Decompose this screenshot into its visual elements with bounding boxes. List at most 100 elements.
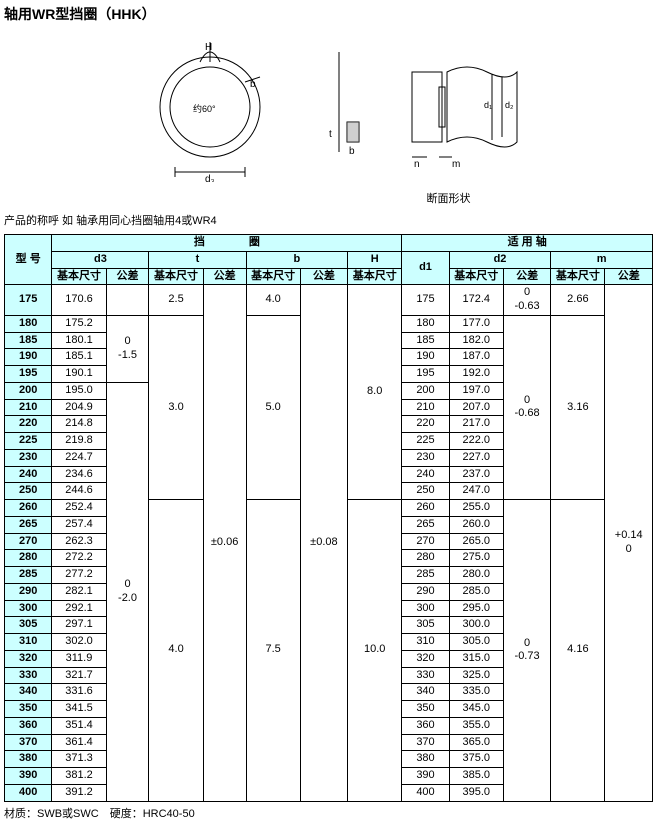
cell: 177.0 bbox=[449, 315, 503, 332]
cell: 305 bbox=[402, 617, 449, 634]
svg-text:t: t bbox=[329, 129, 332, 140]
hdr-d2: d2 bbox=[449, 251, 551, 268]
cell: 2.66 bbox=[551, 285, 605, 316]
cell: 365.0 bbox=[449, 734, 503, 751]
cell: 265 bbox=[5, 516, 52, 533]
cell: 351.4 bbox=[52, 717, 106, 734]
cell: 4.0 bbox=[246, 285, 300, 316]
cell: 355.0 bbox=[449, 717, 503, 734]
cell: 180 bbox=[402, 315, 449, 332]
cell: 0 -0.73 bbox=[503, 500, 550, 802]
cell: 182.0 bbox=[449, 332, 503, 349]
cell: 195.0 bbox=[52, 382, 106, 399]
cell: 250 bbox=[5, 483, 52, 500]
cell: 210 bbox=[5, 399, 52, 416]
footer-note: 材质：SWB或SWC 硬度：HRC40-50 bbox=[4, 805, 653, 821]
svg-text:m: m bbox=[452, 159, 460, 170]
svg-text:d₃: d₃ bbox=[205, 174, 215, 182]
svg-text:n: n bbox=[414, 159, 420, 170]
hdr-H: H bbox=[348, 251, 402, 268]
cell: 371.3 bbox=[52, 751, 106, 768]
cell: 175 bbox=[5, 285, 52, 316]
hdr-basic: 基本尺寸 bbox=[551, 268, 605, 285]
svg-text:b: b bbox=[349, 146, 355, 157]
naming-caption: 产品的称呼 如 轴承用同心挡圈轴用4或WR4 bbox=[4, 212, 653, 228]
cell: 395.0 bbox=[449, 784, 503, 801]
cell: 230 bbox=[402, 449, 449, 466]
cell: 320 bbox=[402, 650, 449, 667]
cell: 300.0 bbox=[449, 617, 503, 634]
cell: 277.2 bbox=[52, 567, 106, 584]
cell: 390 bbox=[5, 768, 52, 785]
hdr-tol: 公差 bbox=[605, 268, 653, 285]
cell: 0 -0.68 bbox=[503, 315, 550, 499]
cell: 172.4 bbox=[449, 285, 503, 316]
cell: 350 bbox=[5, 701, 52, 718]
hdr-tol: 公差 bbox=[203, 268, 246, 285]
cell: 290 bbox=[5, 583, 52, 600]
cell: 270 bbox=[402, 533, 449, 550]
cell: 220 bbox=[5, 416, 52, 433]
cell: 3.16 bbox=[551, 315, 605, 499]
cell: 260.0 bbox=[449, 516, 503, 533]
cell: 190 bbox=[5, 349, 52, 366]
cell: 280 bbox=[5, 550, 52, 567]
cell: 180.1 bbox=[52, 332, 106, 349]
svg-text:d₂: d₂ bbox=[505, 100, 514, 110]
cell: 204.9 bbox=[52, 399, 106, 416]
cell: 175.2 bbox=[52, 315, 106, 332]
hdr-t: t bbox=[149, 251, 246, 268]
cell: 225 bbox=[402, 433, 449, 450]
cell: 310 bbox=[5, 634, 52, 651]
cell: 225 bbox=[5, 433, 52, 450]
hdr-tol: 公差 bbox=[503, 268, 550, 285]
cell: 260 bbox=[5, 500, 52, 517]
cell: 260 bbox=[402, 500, 449, 517]
hdr-b: b bbox=[246, 251, 348, 268]
cell: +0.14 0 bbox=[605, 285, 653, 801]
cell: 280.0 bbox=[449, 567, 503, 584]
cell: 195 bbox=[402, 366, 449, 383]
cell: 217.0 bbox=[449, 416, 503, 433]
cell: 350 bbox=[402, 701, 449, 718]
ring-diagram: H b 约60° d₃ bbox=[135, 32, 285, 182]
cell: 360 bbox=[402, 717, 449, 734]
hdr-basic: 基本尺寸 bbox=[449, 268, 503, 285]
cell: 195 bbox=[5, 366, 52, 383]
cell: 4.16 bbox=[551, 500, 605, 802]
cell: ±0.08 bbox=[300, 285, 347, 801]
cell: 295.0 bbox=[449, 600, 503, 617]
cell: 252.4 bbox=[52, 500, 106, 517]
cell: 340 bbox=[402, 684, 449, 701]
cell: 305.0 bbox=[449, 634, 503, 651]
cell: 380 bbox=[5, 751, 52, 768]
cell: 5.0 bbox=[246, 315, 300, 499]
cell: 272.2 bbox=[52, 550, 106, 567]
hdr-tol: 公差 bbox=[106, 268, 149, 285]
cell: 280 bbox=[402, 550, 449, 567]
cell: 375.0 bbox=[449, 751, 503, 768]
cell: 400 bbox=[402, 784, 449, 801]
cell: 240 bbox=[5, 466, 52, 483]
cell: 192.0 bbox=[449, 366, 503, 383]
cell: 297.1 bbox=[52, 617, 106, 634]
cell: 341.5 bbox=[52, 701, 106, 718]
cell: 2.5 bbox=[149, 285, 203, 316]
cell: 234.6 bbox=[52, 466, 106, 483]
cell: 237.0 bbox=[449, 466, 503, 483]
cell: 262.3 bbox=[52, 533, 106, 550]
page-title: 轴用WR型挡圈（HHK） bbox=[4, 4, 653, 24]
cell: 244.6 bbox=[52, 483, 106, 500]
hdr-m: m bbox=[551, 251, 653, 268]
cell: 200 bbox=[5, 382, 52, 399]
cell: 0 -0.63 bbox=[503, 285, 550, 316]
hdr-basic: 基本尺寸 bbox=[52, 268, 106, 285]
cell: ±0.06 bbox=[203, 285, 246, 801]
cell: 360 bbox=[5, 717, 52, 734]
svg-text:b: b bbox=[250, 79, 256, 90]
cell: 310 bbox=[402, 634, 449, 651]
cell: 200 bbox=[402, 382, 449, 399]
cell: 305 bbox=[5, 617, 52, 634]
cell: 257.4 bbox=[52, 516, 106, 533]
cell: 4.0 bbox=[149, 500, 203, 802]
